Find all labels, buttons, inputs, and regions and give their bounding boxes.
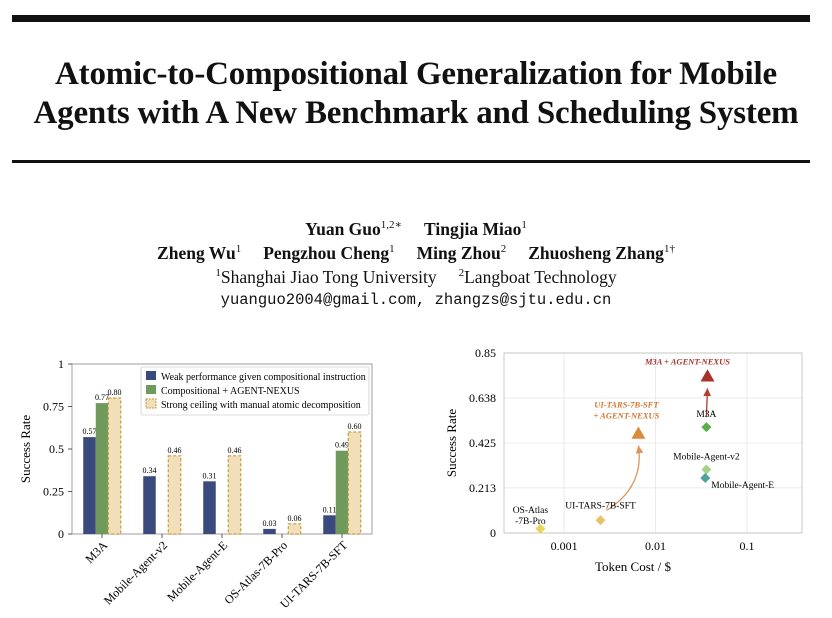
bar-value-label: 0.06 [288, 514, 302, 523]
scatter-point-diamond [700, 472, 711, 483]
author-affil-mark: 1 [521, 219, 527, 231]
scatter-chart: 0 0.213 0.425 0.638 0.85 0.001 0.01 0.1 Token Co… [444, 346, 803, 574]
bar-value-label: 0.77 [95, 393, 109, 402]
legend-label: Weak performance given compositional ins… [161, 372, 366, 383]
author-name: Pengzhou Cheng [263, 243, 390, 263]
bar [347, 431, 362, 535]
scatter-point-label: UI-TARS-7B-SFT [565, 501, 636, 511]
bar [167, 455, 182, 535]
scatter-x-tick-label: 0.001 [551, 539, 578, 553]
bar-x-tick-label: M3A [82, 538, 110, 566]
scatter-x-axis-label: Token Cost / $ [595, 559, 672, 574]
legend-label: Compositional + AGENT-NEXUS [161, 386, 300, 397]
author-affil-mark: 1† [663, 243, 675, 255]
bar-value-label: 0.31 [203, 471, 217, 480]
scatter-plot-frame [503, 352, 803, 534]
scatter-point-label: M3A + AGENT-NEXUS [644, 356, 730, 366]
bar-value-label: 0.46 [228, 446, 242, 455]
bar-x-tick-label: Mobile-Agent-v2 [101, 538, 170, 607]
bar-value-label: 0.49 [335, 441, 349, 450]
scatter-point-diamond [701, 422, 712, 433]
bar-value-label: 0.80 [108, 388, 122, 397]
affiliations: 1Shanghai Jiao Tong University 2Langboat … [0, 267, 832, 288]
author-affil-mark: 1 [389, 243, 395, 255]
author-emails: yuanguo2004@gmail.com, zhangzs@sjtu.edu.… [220, 291, 612, 309]
scatter-point-label: + AGENT-NEXUS [594, 410, 660, 420]
scatter-point-triangle [700, 369, 715, 382]
bar [83, 437, 96, 534]
scatter-point-diamond [595, 515, 606, 526]
bar-y-tick-label: 0.75 [43, 400, 64, 414]
scatter-arrow [606, 445, 644, 511]
author-affil-mark: 1,2∗ [380, 219, 403, 231]
scatter-point-label: UI-TARS-7B-SFT [594, 399, 659, 409]
scatter-y-tick-label: 0.638 [469, 391, 496, 405]
affil-mark: 1 [215, 267, 221, 279]
scatter-y-tick-label: 0.85 [475, 346, 496, 360]
scatter-point-label: Mobile-Agent-v2 [673, 452, 740, 462]
bar-value-label: 0.46 [168, 446, 182, 455]
author-name: Zhuosheng Zhang [528, 243, 664, 263]
bar [263, 528, 276, 534]
legend-swatch [146, 385, 156, 394]
scatter-point-diamond [701, 464, 712, 475]
paper-title-line-1: Atomic-to-Compositional Generalization f… [55, 56, 777, 92]
bar [107, 397, 122, 535]
bar-value-label: 0.11 [323, 505, 337, 514]
bar-y-axis-label: Success Rate [18, 415, 33, 483]
scatter-point-label: Mobile-Agent-E [711, 481, 774, 491]
scatter-point-diamond [535, 523, 546, 534]
bar-chart: 0 0.25 0.5 0.75 1 Success Rate M3A 0.57 0.770.80… [18, 357, 373, 611]
affiliation-name: Langboat Technology [464, 267, 617, 287]
authors-line-1: Yuan Guo1,2∗ Tingjia Miao1 [0, 218, 832, 240]
scatter-y-tick-label: 0.213 [469, 481, 496, 495]
bar-y-tick-label: 0 [58, 527, 64, 541]
scatter-point-triangle [631, 426, 646, 439]
author-name: Zheng Wu [157, 243, 236, 263]
bar-y-tick-label: 1 [58, 357, 64, 371]
affil-mark: 2 [458, 267, 465, 279]
author-affil-mark: 2 [500, 243, 507, 255]
bar-y-tick-label: 0.5 [49, 442, 64, 456]
bar [227, 455, 242, 535]
bar [203, 481, 216, 534]
scatter-point-label: -7B-Pro [515, 517, 546, 527]
scatter-y-tick-label: 0 [490, 526, 496, 540]
bar-value-label: 0.03 [263, 519, 277, 528]
legend-swatch [145, 398, 157, 409]
bar [335, 450, 349, 534]
bar [95, 403, 109, 534]
scatter-arrow [703, 388, 712, 418]
bar [287, 523, 302, 535]
author-name: Ming Zhou [416, 243, 501, 263]
top-rule [12, 15, 810, 22]
bar-legend-box [140, 366, 370, 416]
bar-y-tick-label: 0.25 [43, 485, 64, 499]
legend-swatch [146, 371, 156, 380]
bar-x-tick-label: OS-Atlas-7B-Pro [221, 538, 290, 607]
author-name: Yuan Guo [305, 219, 381, 239]
scatter-x-tick-label: 0.01 [645, 539, 666, 553]
authors-line-2: Zheng Wu1 Pengzhou Cheng1 Ming Zhou2 Zhuosh… [0, 243, 832, 264]
legend-label: Strong ceiling with manual atomic decomp… [161, 400, 361, 411]
bar [143, 476, 156, 534]
bar-value-label: 0.60 [348, 422, 362, 431]
scatter-x-tick-label: 0.1 [739, 539, 754, 553]
title-rule [12, 160, 810, 163]
scatter-point-label: OS-Atlas [513, 506, 549, 516]
bar-value-label: 0.34 [143, 466, 157, 475]
bar-value-label: 0.57 [83, 427, 97, 436]
scatter-y-axis-label: Success Rate [444, 409, 459, 477]
scatter-y-tick-label: 0.425 [469, 436, 496, 450]
author-name: Tingjia Miao [424, 219, 522, 239]
paper-title-line-2: Agents with A New Benchmark and Scheduli… [33, 95, 799, 131]
scatter-point-label: M3A [696, 410, 716, 420]
affiliation-name: Shanghai Jiao Tong University [220, 267, 437, 287]
bar [323, 515, 336, 534]
author-affil-mark: 1 [235, 243, 242, 255]
bar-x-tick-label: Mobile-Agent-E [164, 538, 230, 604]
